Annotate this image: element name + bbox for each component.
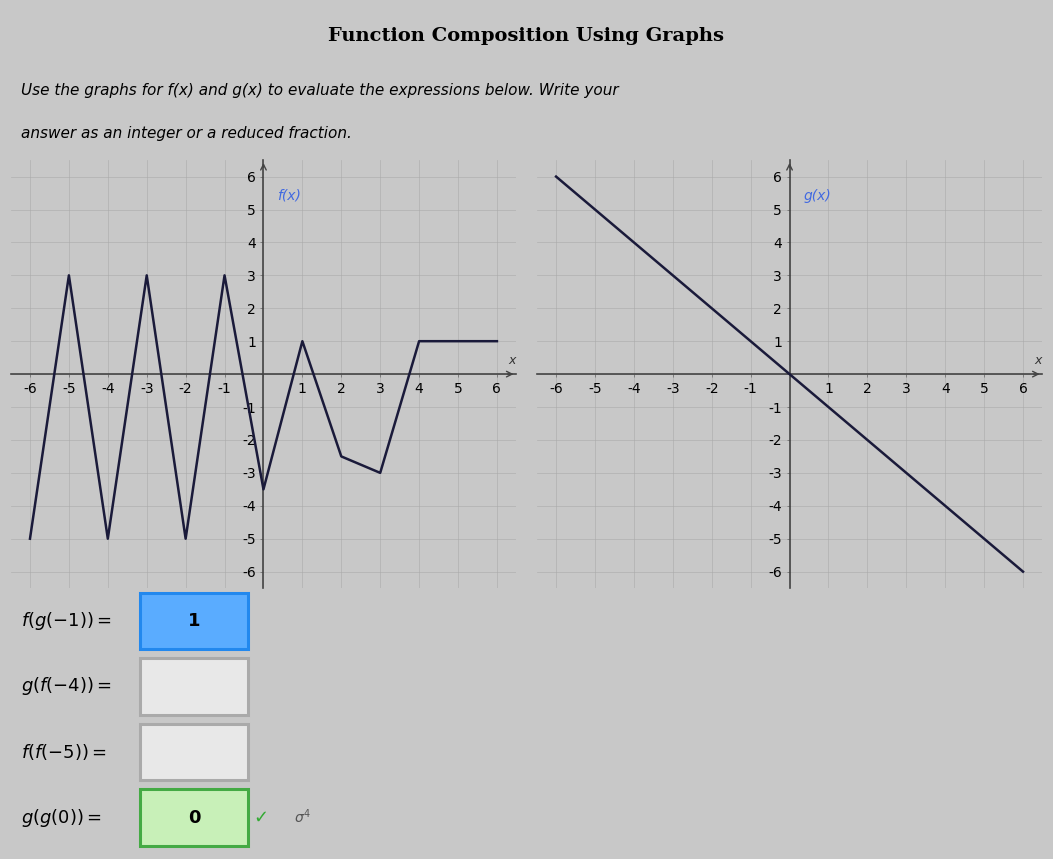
- Text: Use the graphs for f(x) and g(x) to evaluate the expressions below. Write your: Use the graphs for f(x) and g(x) to eval…: [21, 83, 618, 98]
- Text: $\sigma^4$: $\sigma^4$: [295, 807, 312, 825]
- Text: 1: 1: [188, 612, 200, 630]
- Text: x: x: [1035, 354, 1042, 368]
- Text: f(x): f(x): [277, 189, 301, 203]
- Text: x: x: [509, 354, 516, 368]
- Text: Function Composition Using Graphs: Function Composition Using Graphs: [329, 27, 724, 45]
- Text: $g(g(0)) =$: $g(g(0)) =$: [21, 807, 102, 829]
- FancyBboxPatch shape: [139, 724, 247, 780]
- FancyBboxPatch shape: [139, 658, 247, 715]
- Text: g(x): g(x): [803, 189, 831, 203]
- Text: $f(g(-1)) =$: $f(g(-1)) =$: [21, 610, 112, 632]
- Text: $g(f(-4)) =$: $g(f(-4)) =$: [21, 675, 112, 698]
- Text: 0: 0: [188, 808, 200, 826]
- FancyBboxPatch shape: [139, 593, 247, 649]
- Text: answer as an integer or a reduced fraction.: answer as an integer or a reduced fracti…: [21, 125, 352, 141]
- Text: ✓: ✓: [253, 808, 269, 826]
- Text: $f(f(-5)) =$: $f(f(-5)) =$: [21, 742, 106, 762]
- FancyBboxPatch shape: [139, 789, 247, 846]
